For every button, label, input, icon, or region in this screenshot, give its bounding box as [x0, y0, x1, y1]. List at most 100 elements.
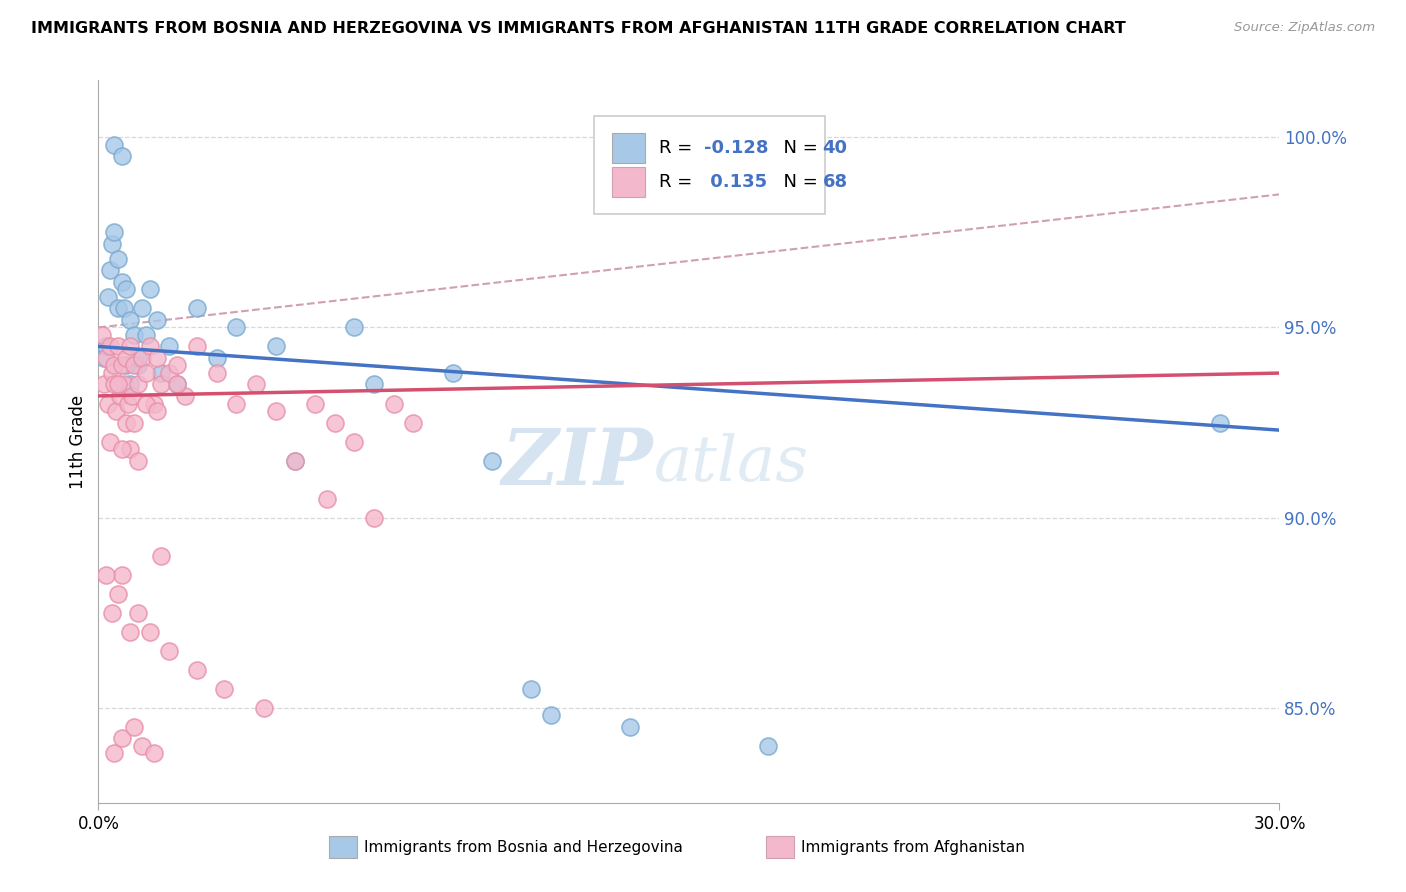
Point [1209, 416, 1232, 430]
Point [284, 453, 307, 467]
Text: 68: 68 [823, 173, 848, 191]
Point [118, 624, 141, 639]
Point [127, 359, 149, 373]
Point [146, 351, 169, 365]
Point [103, 747, 125, 761]
Point [101, 606, 124, 620]
Text: N =: N = [772, 139, 823, 157]
Point [97, 396, 120, 410]
Point [121, 389, 143, 403]
Text: IMMIGRANTS FROM BOSNIA AND HERZEGOVINA VS IMMIGRANTS FROM AFGHANISTAN 11TH GRADE: IMMIGRANTS FROM BOSNIA AND HERZEGOVINA V… [31, 21, 1126, 36]
Text: Source: ZipAtlas.com: Source: ZipAtlas.com [1234, 21, 1375, 34]
Point [142, 396, 165, 410]
Point [382, 396, 405, 410]
Point [115, 351, 138, 365]
Text: 40: 40 [823, 139, 848, 157]
Point [304, 396, 326, 410]
Point [103, 359, 125, 373]
Point [166, 377, 188, 392]
Point [108, 389, 131, 403]
Point [135, 328, 157, 343]
Point [186, 301, 208, 316]
Point [205, 351, 228, 365]
Point [93, 351, 115, 365]
Point [264, 339, 287, 353]
Point [115, 416, 138, 430]
Point [157, 366, 180, 380]
Point [138, 282, 160, 296]
FancyBboxPatch shape [612, 133, 645, 163]
Text: -0.128: -0.128 [704, 139, 769, 157]
Point [107, 377, 129, 392]
Point [96, 567, 118, 582]
Point [122, 328, 145, 343]
Text: R =: R = [659, 139, 699, 157]
Point [111, 149, 134, 163]
Point [205, 366, 228, 380]
Point [363, 510, 385, 524]
Point [127, 377, 149, 392]
Point [402, 416, 425, 430]
Point [122, 359, 145, 373]
Point [138, 624, 160, 639]
Point [118, 377, 141, 392]
Point [150, 366, 173, 380]
Point [150, 377, 173, 392]
Point [166, 359, 188, 373]
Point [135, 366, 157, 380]
Point [166, 377, 188, 392]
Point [91, 328, 114, 343]
Point [111, 731, 134, 746]
Point [118, 313, 141, 327]
Point [343, 320, 366, 334]
Point [96, 339, 118, 353]
Point [98, 339, 121, 353]
Point [756, 739, 779, 753]
Point [135, 396, 157, 410]
Point [157, 643, 180, 657]
Point [103, 377, 125, 392]
Point [98, 263, 121, 277]
Point [111, 442, 134, 457]
Point [284, 453, 307, 467]
Point [122, 720, 145, 734]
Text: Immigrants from Bosnia and Herzegovina: Immigrants from Bosnia and Herzegovina [364, 840, 683, 855]
Point [441, 366, 464, 380]
Text: ZIP: ZIP [502, 425, 654, 501]
FancyBboxPatch shape [595, 117, 825, 214]
Point [131, 739, 153, 753]
Point [146, 404, 169, 418]
FancyBboxPatch shape [612, 167, 645, 197]
Point [115, 282, 138, 296]
Point [253, 700, 276, 714]
Point [157, 339, 180, 353]
Point [138, 339, 160, 353]
Point [363, 377, 385, 392]
Point [245, 377, 267, 392]
Text: R =: R = [659, 173, 699, 191]
Point [118, 442, 141, 457]
Point [619, 720, 641, 734]
Text: 0.135: 0.135 [704, 173, 768, 191]
Point [323, 416, 346, 430]
Text: Immigrants from Afghanistan: Immigrants from Afghanistan [801, 840, 1025, 855]
Y-axis label: 11th Grade: 11th Grade [69, 394, 87, 489]
Point [115, 359, 138, 373]
Point [93, 377, 115, 392]
Point [103, 226, 125, 240]
Point [105, 404, 128, 418]
FancyBboxPatch shape [766, 836, 794, 858]
Point [315, 491, 337, 506]
Point [225, 396, 247, 410]
Point [186, 339, 208, 353]
Point [142, 747, 165, 761]
Point [98, 434, 121, 449]
Point [117, 396, 139, 410]
FancyBboxPatch shape [329, 836, 357, 858]
Text: N =: N = [772, 173, 823, 191]
Point [107, 252, 129, 266]
Point [127, 453, 149, 467]
Point [111, 275, 134, 289]
Point [127, 606, 149, 620]
Point [264, 404, 287, 418]
